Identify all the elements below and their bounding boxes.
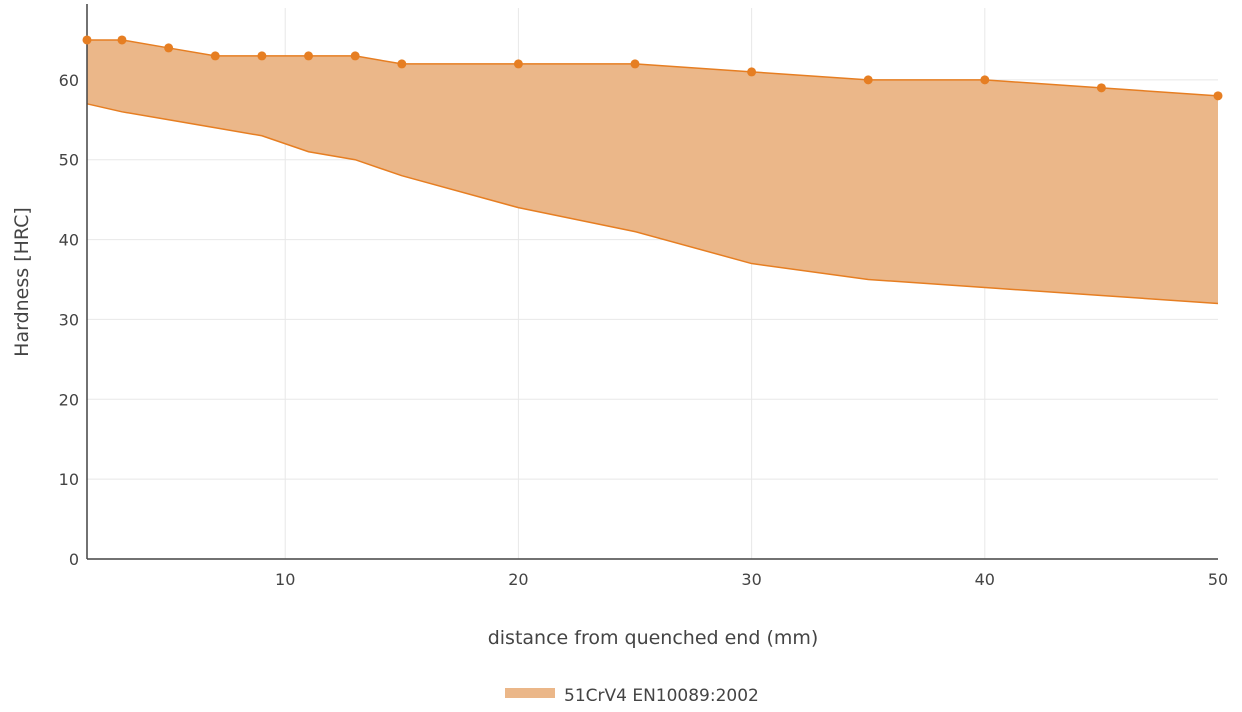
data-point [747,67,757,77]
data-point [257,51,267,61]
min-line [86,103,1219,305]
x-tick-label: 20 [508,570,528,589]
axis-layer: 0 10 20 30 40 50 60 10 20 30 40 50 [59,4,1228,589]
y-axis-title: Hardness [HRC] [11,207,33,357]
y-tick-label: 20 [59,390,79,409]
data-point [350,51,360,61]
y-tick-label: 40 [59,231,79,250]
data-point [863,75,873,85]
data-point [1096,83,1106,93]
data-point [164,43,174,53]
x-axis-title: distance from quenched end (mm) [488,627,819,649]
data-point [82,35,92,45]
legend-label: 51CrV4 EN10089:2002 [564,686,759,706]
data-point [397,59,407,69]
legend[interactable]: 51CrV4 EN10089:2002 [505,686,759,706]
data-point [630,59,640,69]
data-point [210,51,220,61]
y-tick-label: 60 [59,71,79,90]
y-tick-label: 10 [59,470,79,489]
y-tick-label: 0 [69,550,79,569]
data-point [117,35,127,45]
x-tick-label: 40 [975,570,995,589]
data-point [980,75,990,85]
y-tick-label: 50 [59,151,79,170]
data-point [1213,91,1223,101]
band-fill [87,39,1218,304]
x-tick-label: 10 [275,570,295,589]
y-tick-label: 30 [59,310,79,329]
legend-swatch [505,688,555,698]
x-tick-label: 30 [741,570,761,589]
data-point [304,51,314,61]
x-tick-label: 50 [1208,570,1228,589]
marker-layer [82,35,1223,101]
data-point [513,59,523,69]
